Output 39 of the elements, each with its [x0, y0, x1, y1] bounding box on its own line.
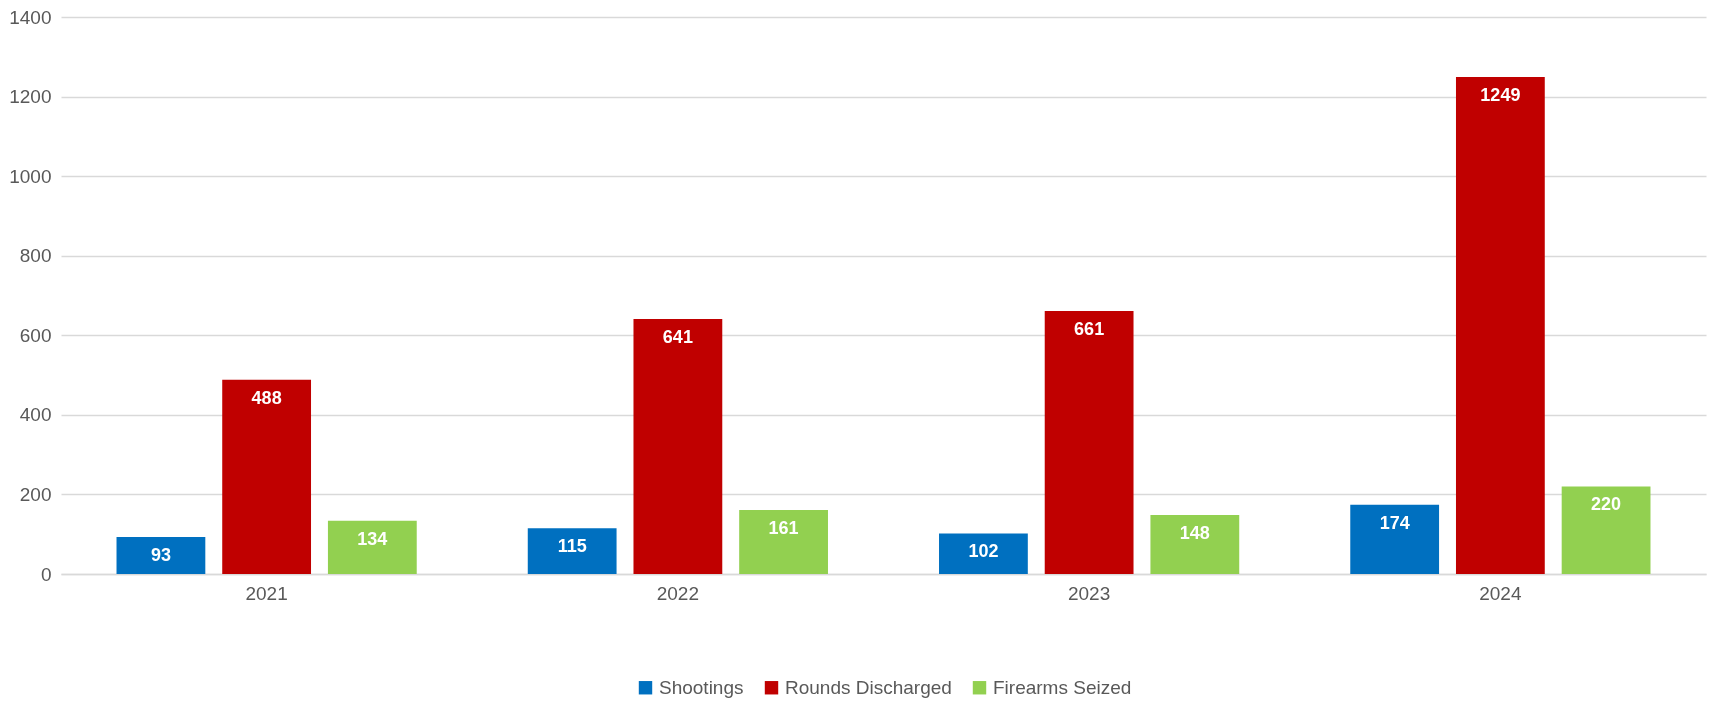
data-label: 174: [1379, 512, 1410, 533]
data-label: 148: [1179, 523, 1210, 544]
legend-label: Rounds Discharged: [785, 676, 952, 698]
data-label: 488: [251, 387, 282, 408]
legend-label: Shootings: [659, 676, 744, 698]
y-tick-label: 800: [19, 245, 52, 267]
bar: [633, 318, 723, 574]
data-label: 661: [1074, 319, 1105, 340]
data-label: 161: [768, 517, 799, 538]
data-label: 1249: [1480, 85, 1521, 106]
bar: [116, 537, 206, 574]
data-label: 220: [1591, 494, 1622, 515]
legend-label: Firearms Seized: [993, 676, 1132, 698]
x-tick-label: 2023: [1067, 582, 1111, 604]
x-tick-label: 2024: [1479, 582, 1522, 604]
x-tick-label: 2022: [656, 582, 700, 604]
data-label: 93: [150, 545, 171, 565]
bar: [939, 533, 1028, 574]
bar: [327, 520, 417, 574]
data-label: 102: [968, 541, 999, 562]
y-tick-label: 1200: [9, 86, 52, 108]
bar: [1044, 311, 1134, 574]
y-tick-label: 0: [40, 563, 52, 585]
data-label: 641: [662, 326, 693, 347]
bar: [1561, 486, 1651, 574]
bar: [1150, 515, 1240, 574]
y-tick-label: 200: [19, 483, 52, 505]
data-label: 134: [357, 528, 388, 549]
data-label: 115: [557, 536, 587, 557]
bar: [527, 528, 617, 574]
x-tick-label: 2021: [245, 582, 288, 604]
y-tick-label: 600: [19, 324, 52, 346]
bar: [739, 509, 828, 574]
bar: [222, 379, 312, 574]
bar: [1455, 77, 1545, 574]
y-tick-label: 400: [19, 404, 52, 426]
y-tick-label: 1400: [9, 6, 52, 28]
bar: [1350, 504, 1440, 574]
y-tick-label: 1000: [9, 165, 52, 187]
